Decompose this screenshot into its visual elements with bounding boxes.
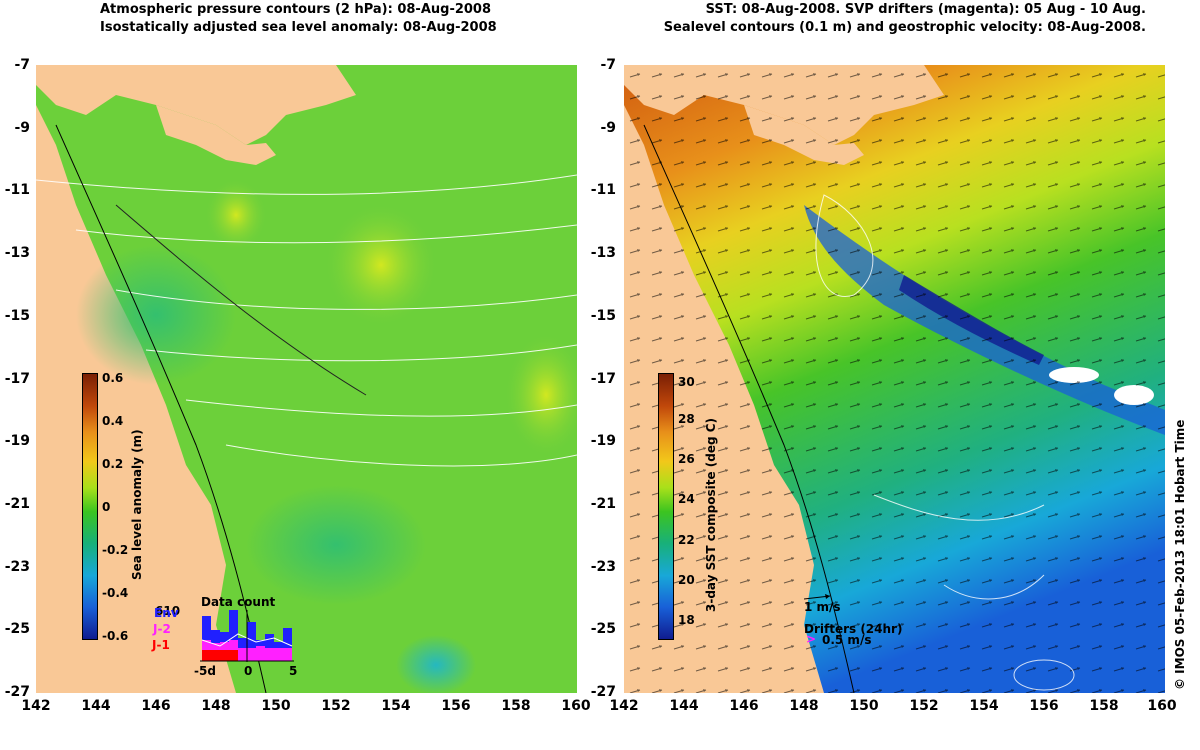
- sst-colorbar: [658, 373, 674, 640]
- sea-level-colorbar: [82, 373, 98, 640]
- legend-env: Env: [154, 606, 179, 620]
- right-ytick-10: -27: [590, 684, 616, 700]
- histogram-tick-5: 5: [289, 664, 298, 678]
- sea-level-tick-1: 0.4: [102, 414, 124, 428]
- data-count-max: 610: [155, 604, 181, 618]
- sst-tick-2: 26: [678, 452, 695, 466]
- drifters-speed-label: 0.5 m/s: [822, 633, 872, 647]
- sea-level-tick-6: -0.6: [102, 629, 129, 643]
- left-ytick-7: -21: [4, 496, 30, 512]
- sst-tick-1: 28: [678, 412, 695, 426]
- left-xtick-4: 150: [261, 698, 291, 714]
- left-ytick-10: -27: [4, 684, 30, 700]
- right-title-line1: SST: 08-Aug-2008. SVP drifters (magenta)…: [705, 2, 1146, 17]
- right-ytick-9: -25: [590, 621, 616, 637]
- velocity-legend-label: 1 m/s: [804, 600, 841, 614]
- imos-credit: © IMOS 05-Feb-2013 18:01 Hobart Time: [1173, 419, 1187, 690]
- left-title-line2: Isostatically adjusted sea level anomaly…: [100, 20, 497, 35]
- left-xtick-1: 144: [81, 698, 111, 714]
- left-xtick-2: 146: [141, 698, 171, 714]
- right-xtick-0: 142: [609, 698, 639, 714]
- right-xtick-1: 144: [669, 698, 699, 714]
- sea-level-tick-0: 0.6: [102, 371, 124, 385]
- histogram-tick-0: 0: [244, 664, 253, 678]
- data-count-histogram: [200, 610, 294, 662]
- left-xtick-6: 154: [381, 698, 411, 714]
- left-ytick-0: -7: [14, 57, 30, 73]
- right-ytick-0: -7: [600, 57, 616, 73]
- sst-map: [624, 65, 1165, 693]
- sst-tick-5: 20: [678, 573, 695, 587]
- sst-map-graphic: [624, 65, 1165, 693]
- sea-level-tick-2: 0.2: [102, 457, 124, 471]
- sea-level-tick-5: -0.4: [102, 586, 129, 600]
- left-xtick-7: 156: [441, 698, 471, 714]
- left-ytick-1: -9: [14, 120, 30, 136]
- legend-j2: J-2: [153, 622, 171, 636]
- left-ytick-2: -11: [4, 182, 30, 198]
- right-xtick-8: 158: [1089, 698, 1119, 714]
- left-xtick-0: 142: [21, 698, 51, 714]
- right-title-line2: Sealevel contours (0.1 m) and geostrophi…: [663, 20, 1146, 35]
- left-ytick-3: -13: [4, 245, 30, 261]
- right-ytick-6: -19: [590, 433, 616, 449]
- sst-tick-6: 18: [678, 613, 695, 627]
- sst-tick-4: 22: [678, 533, 695, 547]
- right-xtick-7: 156: [1029, 698, 1059, 714]
- sea-level-map-graphic: [36, 65, 577, 693]
- histogram-bars: [202, 610, 292, 661]
- right-ytick-2: -11: [590, 182, 616, 198]
- sst-tick-0: 30: [678, 375, 695, 389]
- right-xtick-2: 146: [729, 698, 759, 714]
- left-title-line1: Atmospheric pressure contours (2 hPa): 0…: [100, 2, 492, 17]
- right-xtick-4: 150: [849, 698, 879, 714]
- left-xtick-9: 160: [561, 698, 591, 714]
- right-ytick-7: -21: [590, 496, 616, 512]
- left-xtick-3: 148: [201, 698, 231, 714]
- sea-level-colorbar-title: Sea level anomaly (m): [130, 429, 144, 580]
- right-ytick-4: -15: [590, 308, 616, 324]
- left-ytick-5: -17: [4, 371, 30, 387]
- left-xtick-8: 158: [501, 698, 531, 714]
- legend-j1: J-1: [152, 638, 170, 652]
- sea-level-tick-4: -0.2: [102, 543, 129, 557]
- right-xtick-9: 160: [1147, 698, 1177, 714]
- left-xtick-5: 152: [321, 698, 351, 714]
- right-ytick-1: -9: [600, 120, 616, 136]
- left-ytick-9: -25: [4, 621, 30, 637]
- data-count-title: Data count: [201, 595, 276, 609]
- sst-colorbar-title: 3-day SST composite (deg C): [704, 417, 718, 612]
- histogram-tick-minus5d: -5d: [194, 664, 216, 678]
- right-ytick-5: -17: [590, 371, 616, 387]
- right-xtick-5: 152: [909, 698, 939, 714]
- sst-tick-3: 24: [678, 492, 695, 506]
- velocity-arrow-icon: [804, 594, 831, 600]
- right-ytick-3: -13: [590, 245, 616, 261]
- sea-level-map: [36, 65, 577, 693]
- drifter-arrow-icon: >: [806, 632, 817, 646]
- right-xtick-6: 154: [969, 698, 999, 714]
- right-ytick-8: -23: [590, 559, 616, 575]
- left-ytick-8: -23: [4, 559, 30, 575]
- drifters-legend-label: Drifters (24hr): [804, 622, 903, 636]
- left-ytick-6: -19: [4, 433, 30, 449]
- right-xtick-3: 148: [789, 698, 819, 714]
- sea-level-tick-3: 0: [102, 500, 111, 514]
- left-ytick-4: -15: [4, 308, 30, 324]
